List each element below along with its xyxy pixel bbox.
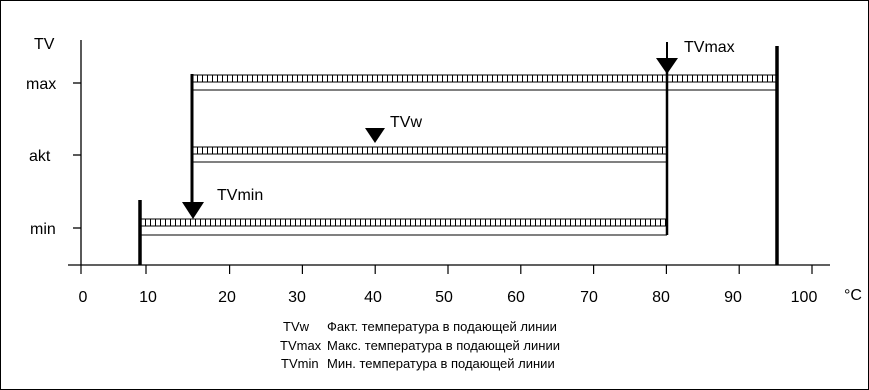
legend: TVw Факт. температура в подающей линии T… (280, 319, 560, 371)
x-tick-label-70: 70 (580, 289, 598, 306)
x-tick-label-50: 50 (435, 289, 453, 306)
legend-abbr-tvmax: TVmax (280, 338, 322, 353)
y-label-akt: akt (29, 148, 51, 165)
y-label-min: min (30, 221, 56, 238)
y-axis-title: TV (34, 36, 55, 53)
x-tick-label-80: 80 (652, 289, 670, 306)
x-axis-unit: °C (844, 287, 862, 304)
marker-tvmax: TVmax (656, 39, 735, 74)
marker-tvmin-label: TVmin (217, 187, 263, 204)
x-axis-tick-labels: 0 10 20 30 40 50 60 70 80 90 100 °C (79, 287, 862, 306)
x-tick-label-40: 40 (364, 289, 382, 306)
x-tick-label-20: 20 (218, 289, 236, 306)
legend-text-tvmin: Мин. температура в подающей линии (327, 356, 555, 371)
down-arrow-icon (656, 58, 678, 74)
bar-akt (192, 146, 667, 163)
legend-text-tvmax: Макс. температура в подающей линии (327, 338, 560, 353)
marker-tvw-label: TVw (390, 114, 422, 131)
x-tick-label-60: 60 (507, 289, 525, 306)
down-arrow-icon (182, 202, 204, 219)
bar-min (140, 218, 667, 236)
legend-abbr-tvmin: TVmin (281, 356, 319, 371)
marker-tvmin: TVmin (182, 187, 263, 219)
x-tick-label-100: 100 (791, 289, 818, 306)
down-arrow-icon (365, 128, 385, 143)
bar-max (192, 74, 776, 91)
legend-abbr-tvw: TVw (283, 319, 310, 334)
x-tick-label-90: 90 (724, 289, 742, 306)
legend-text-tvw: Факт. температура в подающей линии (327, 319, 557, 334)
marker-tvw: TVw (365, 114, 422, 143)
y-label-max: max (26, 76, 56, 93)
x-axis-ticks (80, 265, 813, 274)
y-level-labels: max akt min (26, 76, 81, 238)
x-tick-label-30: 30 (288, 289, 306, 306)
x-tick-label-10: 10 (139, 289, 157, 306)
x-tick-label-0: 0 (79, 289, 88, 306)
marker-tvmax-label: TVmax (684, 39, 735, 56)
